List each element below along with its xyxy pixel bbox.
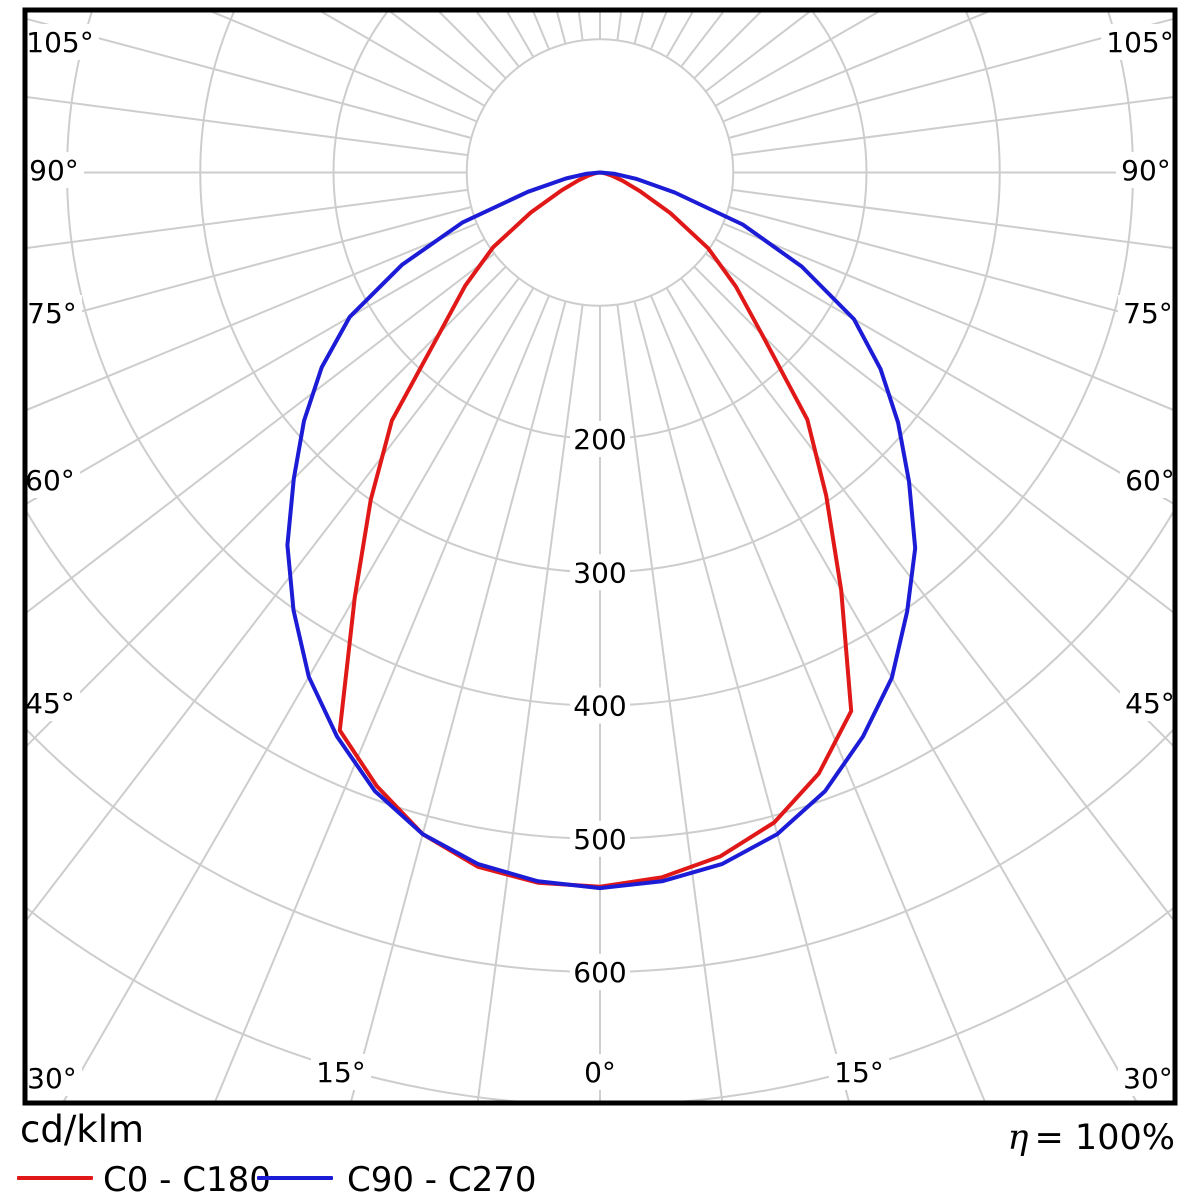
angle-label-75-right: 75° — [1123, 297, 1173, 330]
grid-ray-52.5 — [705, 252, 1173, 614]
angle-label-0-left: 0° — [584, 1056, 616, 1089]
angle-label-75-left: 75° — [27, 297, 77, 330]
angle-label-60-left-bg — [19, 462, 81, 498]
legend-label-c90-c270: C90 - C270 — [347, 1160, 537, 1200]
grid-ray-300 — [27, 238, 486, 505]
angle-label-105-left-bg — [21, 24, 99, 60]
angle-label-45-right-bg — [1119, 685, 1181, 721]
radial-label-200-bg — [569, 421, 631, 457]
grid-ray-82.5 — [731, 188, 1173, 249]
grid-ray-97.5 — [731, 96, 1173, 157]
angle-label-15-left-bg — [310, 1054, 372, 1090]
radial-label-400: 400 — [573, 690, 626, 723]
angle-label-105-right: 105° — [1106, 26, 1173, 59]
angle-label-90-right-bg — [1115, 152, 1177, 188]
grid-ray-322.5 — [27, 277, 520, 921]
angle-label-15-right: 15° — [834, 1056, 884, 1089]
grid-ray-60 — [714, 238, 1173, 505]
grid-ray-187.5 — [577, 12, 584, 41]
grid-ray-112.5 — [722, 12, 989, 123]
radial-label-400-bg — [569, 687, 631, 724]
grid-ray-277.5 — [27, 188, 469, 249]
grid-ray-37.5 — [680, 277, 1173, 921]
curve-c90-c270 — [285, 170, 918, 891]
radial-label-500: 500 — [573, 823, 626, 856]
angle-label-105-left: 105° — [26, 26, 93, 59]
radial-label-600: 600 — [573, 956, 626, 989]
plot-border — [22, 7, 1178, 1106]
grid-ray-195 — [556, 12, 567, 45]
grid-ray-45 — [693, 266, 1173, 747]
grid-ray-292.5 — [27, 222, 478, 411]
legend-line-c0-c180 — [17, 1176, 93, 1180]
grid-ray-315 — [27, 266, 507, 747]
grid-ray-22.5 — [650, 295, 986, 1101]
grid-ray-262.5 — [27, 96, 469, 157]
angle-label-30-left-bg — [21, 1060, 83, 1096]
grid-ray-285 — [27, 206, 472, 327]
radial-label-500-bg — [569, 820, 631, 857]
angle-label-60-left: 60° — [25, 464, 75, 497]
angle-label-45-right: 45° — [1125, 687, 1175, 720]
angle-label-30-left: 30° — [27, 1062, 77, 1095]
efficiency-label: η = 100% — [1008, 1118, 1176, 1158]
grid-ray-352.5 — [476, 304, 584, 1101]
grid-ray-105 — [728, 18, 1173, 139]
radial-label-300-bg — [569, 554, 631, 591]
angle-label-75-left-bg — [21, 295, 83, 331]
angle-label-90-right: 90° — [1121, 154, 1171, 187]
angle-label-75-right-bg — [1117, 295, 1179, 331]
grid-labels: 200 300 400 500 600 0° 15° 15° 30° 30° 45° 45° 60° 60… — [19, 24, 1181, 1096]
legend-line-c90-c270 — [257, 1176, 333, 1180]
grid-ray-165 — [633, 12, 644, 45]
angle-label-30-right-bg — [1117, 1060, 1179, 1096]
angle-label-60-right-bg — [1119, 462, 1181, 498]
angle-label-45-left: 45° — [25, 687, 75, 720]
angle-label-15-right-bg — [828, 1054, 890, 1090]
angle-label-90-left-bg — [23, 152, 85, 188]
grid-ray-255 — [27, 18, 472, 139]
angle-label-15-left: 15° — [316, 1056, 366, 1089]
grid-ray-30 — [665, 287, 1137, 1101]
grid-ray-75 — [728, 206, 1173, 327]
angle-label-30-right: 30° — [1123, 1062, 1173, 1095]
grid-ray-330 — [63, 287, 535, 1101]
angle-label-45-left-bg — [19, 685, 81, 721]
eta-symbol: η — [1007, 1118, 1029, 1158]
curves — [285, 170, 918, 891]
angle-label-105-right-bg — [1101, 24, 1179, 60]
grid-ray-67.5 — [722, 222, 1173, 411]
radial-label-600-bg — [569, 954, 631, 990]
grid-ray-7.5 — [616, 304, 724, 1101]
grid-ray-337.5 — [214, 295, 550, 1101]
units-label: cd/klm — [20, 1108, 145, 1151]
curve-c0-c180 — [337, 170, 854, 889]
legend-label-c0-c180: C0 - C180 — [103, 1160, 271, 1200]
angle-label-60-right: 60° — [1125, 464, 1175, 497]
grid-ray-172.5 — [616, 12, 623, 41]
angle-label-0-left-bg — [578, 1054, 622, 1090]
radial-label-300: 300 — [573, 556, 626, 589]
legend: C0 - C180 C90 - C270 — [17, 1160, 717, 1200]
grid-ray-247.5 — [211, 12, 478, 123]
radial-label-200: 200 — [573, 423, 626, 456]
efficiency-value: = 100% — [1034, 1118, 1175, 1158]
grid-ray-307.5 — [27, 252, 495, 614]
angle-label-90-left: 90° — [29, 154, 79, 187]
